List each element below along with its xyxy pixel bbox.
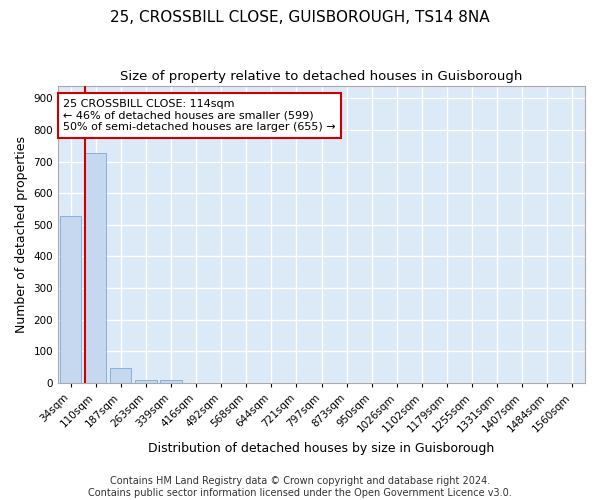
Bar	[60, 216, 81, 383]
Bar	[110, 368, 131, 383]
Title: Size of property relative to detached houses in Guisborough: Size of property relative to detached ho…	[121, 70, 523, 83]
Y-axis label: Number of detached properties: Number of detached properties	[15, 136, 28, 333]
X-axis label: Distribution of detached houses by size in Guisborough: Distribution of detached houses by size …	[148, 442, 494, 455]
Bar	[160, 380, 182, 383]
Text: 25 CROSSBILL CLOSE: 114sqm
← 46% of detached houses are smaller (599)
50% of sem: 25 CROSSBILL CLOSE: 114sqm ← 46% of deta…	[64, 99, 336, 132]
Bar	[135, 380, 157, 383]
Text: 25, CROSSBILL CLOSE, GUISBOROUGH, TS14 8NA: 25, CROSSBILL CLOSE, GUISBOROUGH, TS14 8…	[110, 10, 490, 25]
Bar	[85, 153, 106, 383]
Text: Contains HM Land Registry data © Crown copyright and database right 2024.
Contai: Contains HM Land Registry data © Crown c…	[88, 476, 512, 498]
